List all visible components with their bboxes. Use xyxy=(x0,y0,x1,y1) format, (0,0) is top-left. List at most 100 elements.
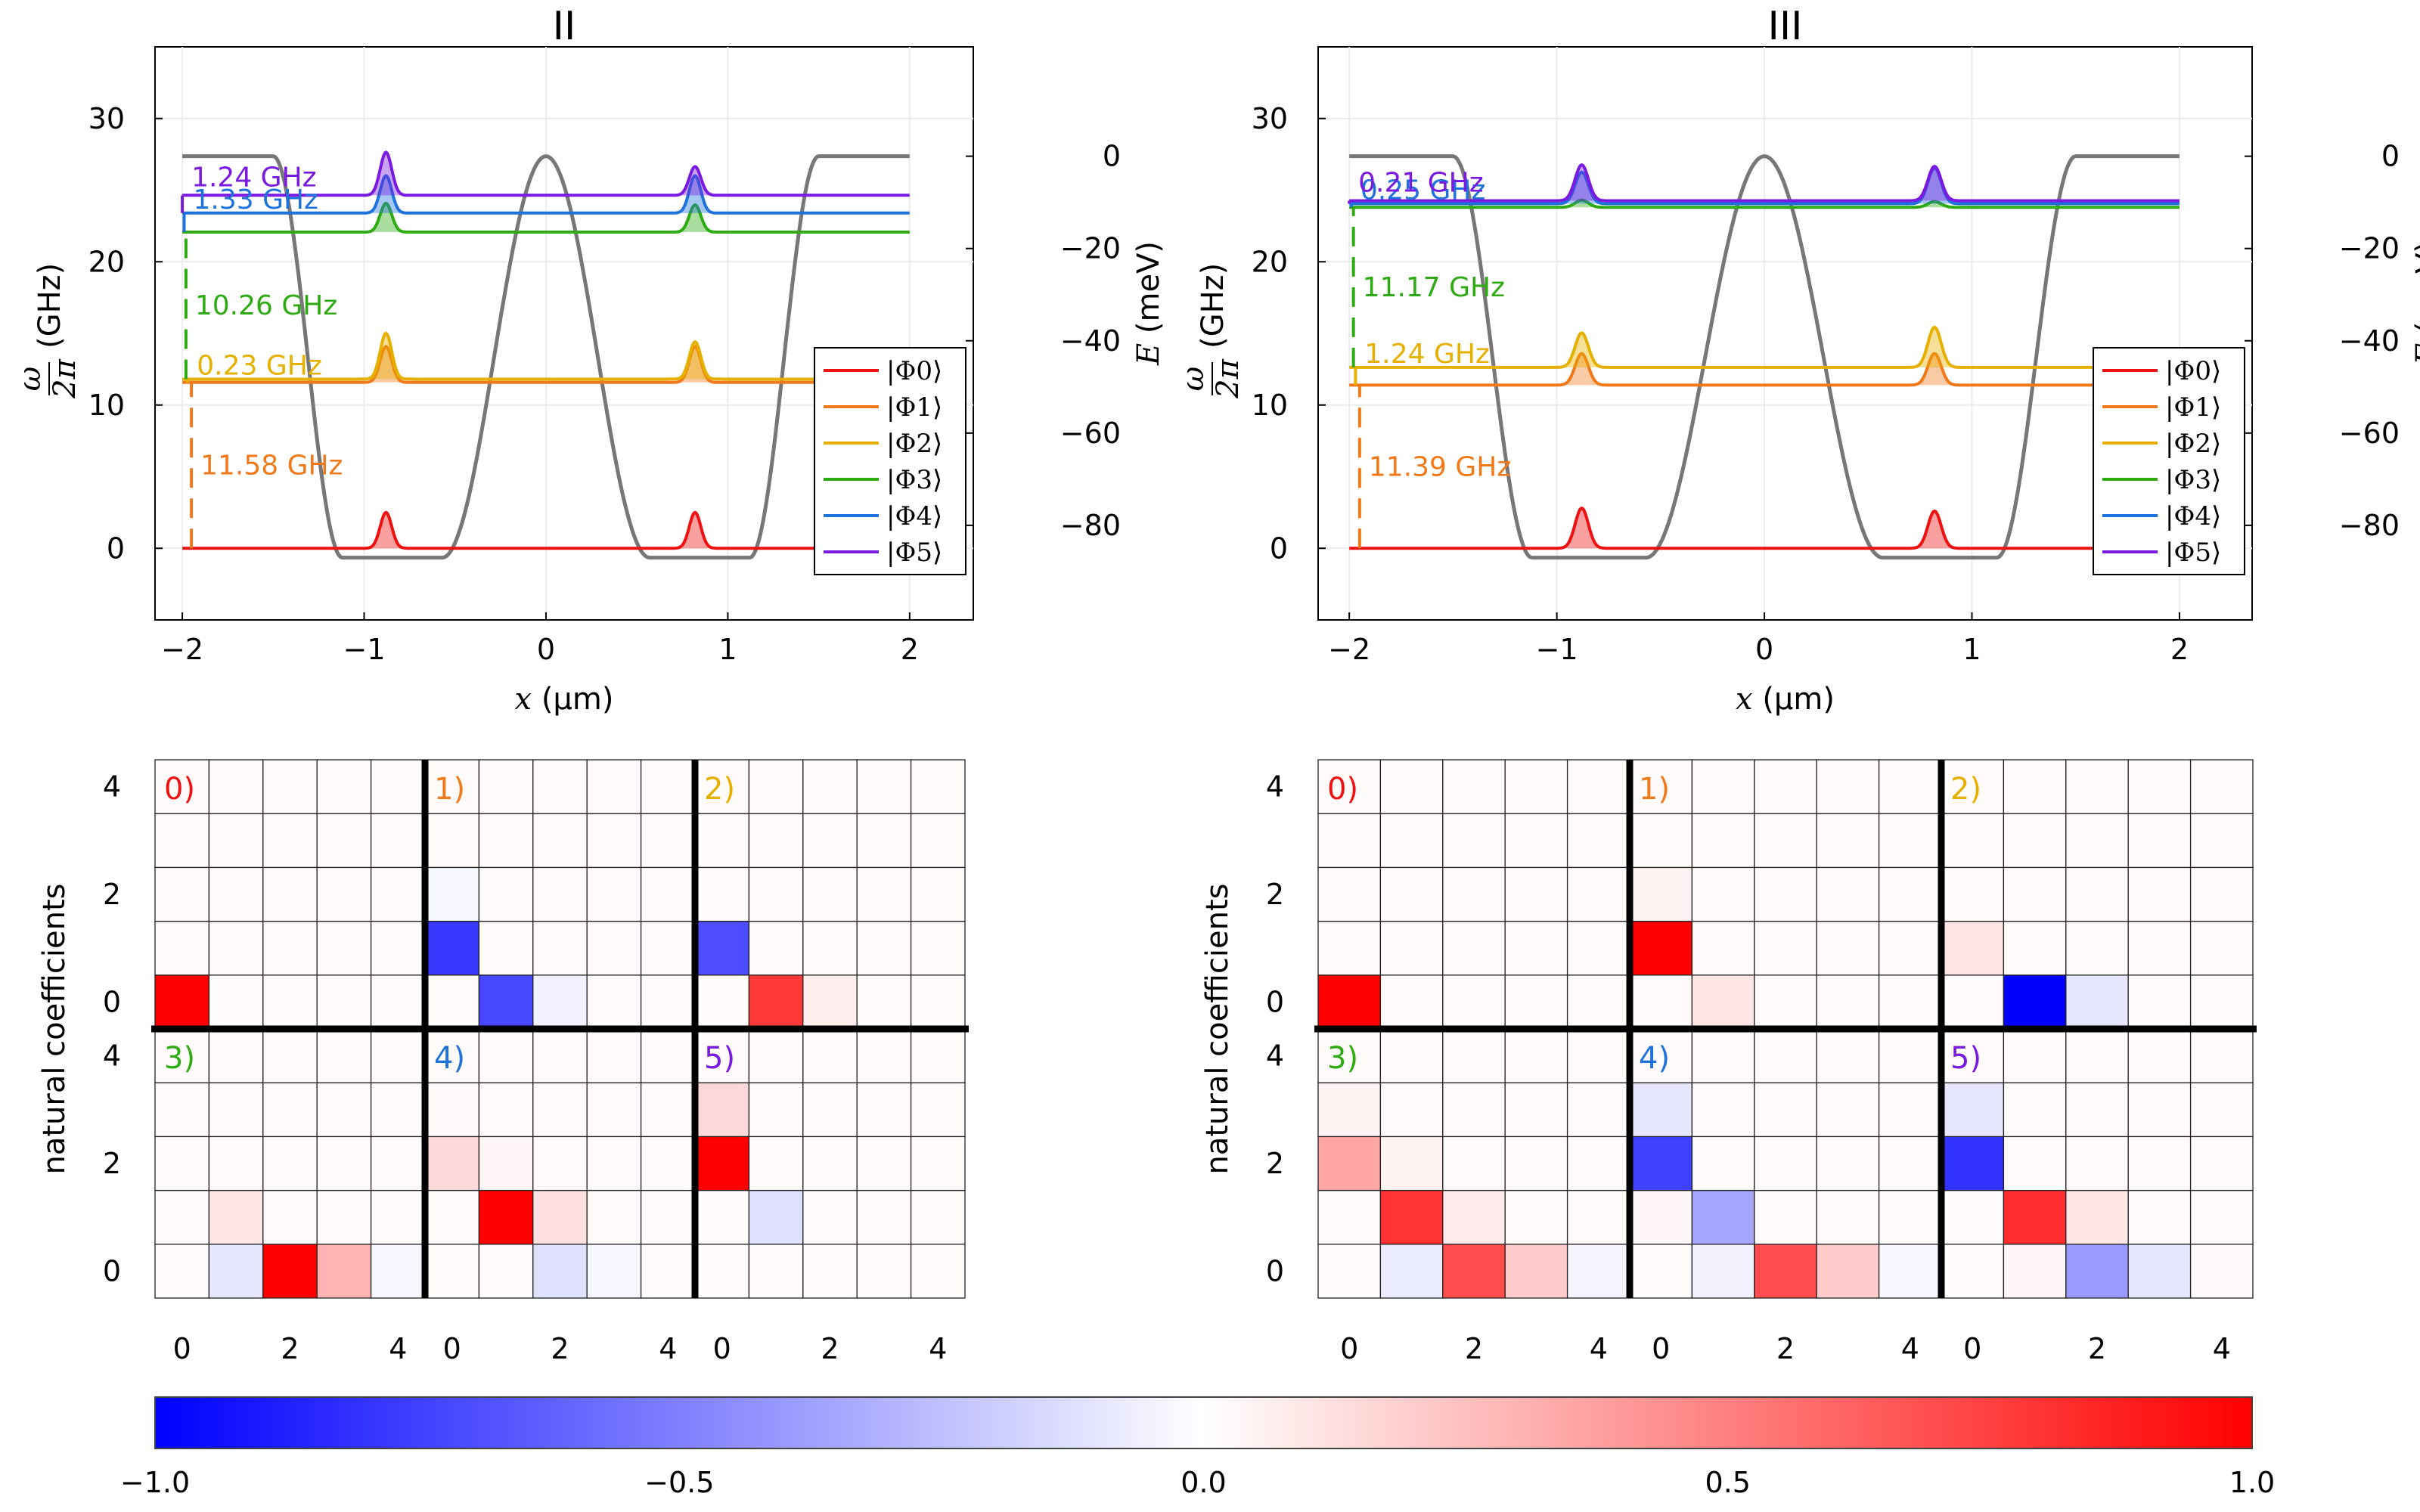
heatmap-cell xyxy=(208,974,264,1030)
heatmap-cell xyxy=(802,1244,858,1299)
heatmap-cell xyxy=(1317,866,1382,922)
heatmap-cell xyxy=(478,920,534,976)
heatmap-cell xyxy=(856,1028,912,1083)
heatmap-cell xyxy=(208,1189,264,1245)
heatmap-cell xyxy=(154,1028,210,1083)
legend-label-5: |Φ5⟩ xyxy=(2165,538,2221,568)
heatmap-cell xyxy=(1754,1189,1817,1245)
heatmap-x-tick: 2 xyxy=(1465,1332,1483,1365)
heatmap-cell xyxy=(1816,1082,1880,1138)
heatmap-cell xyxy=(424,759,480,814)
panel-label-4: 4) xyxy=(1639,1041,1670,1076)
heatmap-y-tick: 4 xyxy=(103,770,121,804)
heatmap-cell xyxy=(1691,920,1755,976)
y2-tick-label: −80 xyxy=(1060,509,1121,542)
heatmap-cell xyxy=(748,920,804,976)
y-tick-label: 10 xyxy=(88,389,125,422)
x-tick-label: 0 xyxy=(1755,633,1773,666)
heatmap-cell xyxy=(640,1189,696,1245)
y-tick-label: 0 xyxy=(1270,531,1288,565)
heatmap-cell xyxy=(1816,920,1880,976)
heatmap-y-tick: 2 xyxy=(103,1147,121,1180)
heatmap-cell xyxy=(640,920,696,976)
x-axis-label: x (µm) xyxy=(1736,682,1835,717)
heatmap-cell xyxy=(748,1244,804,1299)
heatmap-cell xyxy=(1941,920,2005,976)
heatmap-cell xyxy=(2003,1082,2067,1138)
heatmap-cell xyxy=(802,866,858,922)
potential-curve xyxy=(182,154,910,560)
heatmap-cell xyxy=(1941,1136,2005,1191)
level-line-1 xyxy=(1349,352,2180,387)
legend-label-3: |Φ3⟩ xyxy=(886,465,942,495)
y2-tick-label: −40 xyxy=(2339,324,2400,358)
potential-curve xyxy=(1349,154,2180,560)
heatmap-cell xyxy=(2065,1136,2129,1191)
heatmap-y-tick: 4 xyxy=(103,1040,121,1073)
heatmap-cell xyxy=(802,920,858,976)
x-tick-label: 1 xyxy=(1962,633,1981,666)
heatmap-cell xyxy=(2127,1028,2192,1083)
heatmap-cell xyxy=(2189,920,2254,976)
heatmap-cell xyxy=(532,1082,588,1138)
heatmap-cell xyxy=(370,866,426,922)
legend-label-4: |Φ4⟩ xyxy=(886,501,942,531)
heatmap-cell xyxy=(424,1028,480,1083)
heatmap-cell xyxy=(1816,1136,1880,1191)
heatmap-cell xyxy=(1442,920,1506,976)
x-tick-label: −2 xyxy=(1328,633,1370,666)
heatmap-cell xyxy=(2189,1136,2254,1191)
heatmap-cell xyxy=(2003,1028,2067,1083)
heatmap-y-label: natural coefficients xyxy=(1200,883,1235,1174)
heatmap-cell xyxy=(2189,813,2254,869)
level-line-0 xyxy=(182,510,910,550)
heatmap-cell xyxy=(1754,759,1817,814)
level-line-2 xyxy=(1349,325,2180,369)
heatmap-cell xyxy=(370,1082,426,1138)
heatmap-cell xyxy=(1504,759,1568,814)
heatmap-cell xyxy=(1379,1028,1444,1083)
heatmap-cell xyxy=(262,866,318,922)
heatmap-cell xyxy=(586,1189,642,1245)
ghz-unit: (GHz) xyxy=(1196,263,1230,349)
heatmap-cell xyxy=(1379,759,1444,814)
heatmap-cell xyxy=(910,1136,966,1191)
heatmap-coeffs-II: 0) 1) 2) 3) 4) 5) 0 2 4 0 2 4 0 2 4 0 2 4 0 2 4 natural coeff… xyxy=(37,759,969,1365)
heatmap-x-tick: 0 xyxy=(443,1332,461,1365)
heatmap-cell xyxy=(154,1189,210,1245)
level-line-4 xyxy=(182,174,910,215)
heatmap-cell xyxy=(1691,866,1755,922)
heatmap-cell xyxy=(1566,974,1630,1030)
transition-label-4: 0.21 GHz xyxy=(1358,168,1483,199)
panel-label-0: 0) xyxy=(1327,772,1358,807)
heatmap-cell xyxy=(910,974,966,1030)
heatmap-cell xyxy=(1754,1028,1817,1083)
heatmap-cell xyxy=(1691,1189,1755,1245)
heatmap-cell xyxy=(1878,759,1942,814)
panel-label-3: 3) xyxy=(164,1041,195,1076)
heatmap-cell xyxy=(370,974,426,1030)
heatmap-cell xyxy=(2003,866,2067,922)
heatmap-x-tick: 4 xyxy=(2213,1332,2231,1365)
heatmap-x-tick: 4 xyxy=(659,1332,677,1365)
heatmap-y-tick: 0 xyxy=(1266,1254,1284,1287)
heatmap-cell xyxy=(1754,974,1817,1030)
heatmap-cell xyxy=(2065,974,2129,1030)
heatmap-cell xyxy=(532,1244,588,1299)
heatmap-cell xyxy=(802,1189,858,1245)
level-line-3 xyxy=(182,201,910,234)
heatmap-x-tick: 0 xyxy=(1340,1332,1358,1365)
transition-label-0: 11.58 GHz xyxy=(200,451,343,482)
x-axis-label: x (µm) xyxy=(515,682,614,717)
heatmap-cell xyxy=(694,1028,750,1083)
heatmap-cell xyxy=(2189,1082,2254,1138)
heatmap-cell xyxy=(208,1244,264,1299)
heatmap-cell xyxy=(1317,1244,1382,1299)
heatmap-cell xyxy=(2065,813,2129,869)
heatmap-x-tick: 2 xyxy=(821,1332,839,1365)
heatmap-cell xyxy=(1566,759,1630,814)
y2-axis-label: E (meV) xyxy=(2410,241,2420,366)
heatmap-cell xyxy=(1504,1028,1568,1083)
heatmap-cell xyxy=(694,974,750,1030)
